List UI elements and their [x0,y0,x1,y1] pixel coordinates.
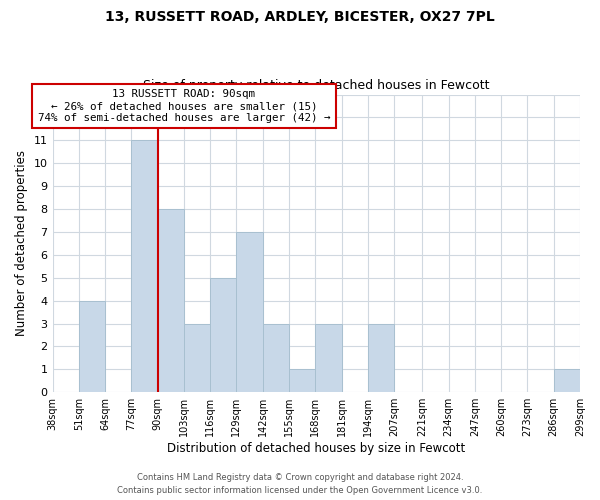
Text: 13, RUSSETT ROAD, ARDLEY, BICESTER, OX27 7PL: 13, RUSSETT ROAD, ARDLEY, BICESTER, OX27… [105,10,495,24]
Title: Size of property relative to detached houses in Fewcott: Size of property relative to detached ho… [143,79,490,92]
Text: Contains HM Land Registry data © Crown copyright and database right 2024.
Contai: Contains HM Land Registry data © Crown c… [118,474,482,495]
Bar [79,300,105,392]
Bar [315,324,341,392]
Bar [131,140,158,392]
Y-axis label: Number of detached properties: Number of detached properties [15,150,28,336]
Bar [184,324,210,392]
Bar [158,209,184,392]
Bar [263,324,289,392]
X-axis label: Distribution of detached houses by size in Fewcott: Distribution of detached houses by size … [167,442,466,455]
Text: 13 RUSSETT ROAD: 90sqm
← 26% of detached houses are smaller (15)
74% of semi-det: 13 RUSSETT ROAD: 90sqm ← 26% of detached… [38,90,330,122]
Bar [289,370,315,392]
Bar [554,370,580,392]
Bar [368,324,394,392]
Bar [236,232,263,392]
Bar [210,278,236,392]
